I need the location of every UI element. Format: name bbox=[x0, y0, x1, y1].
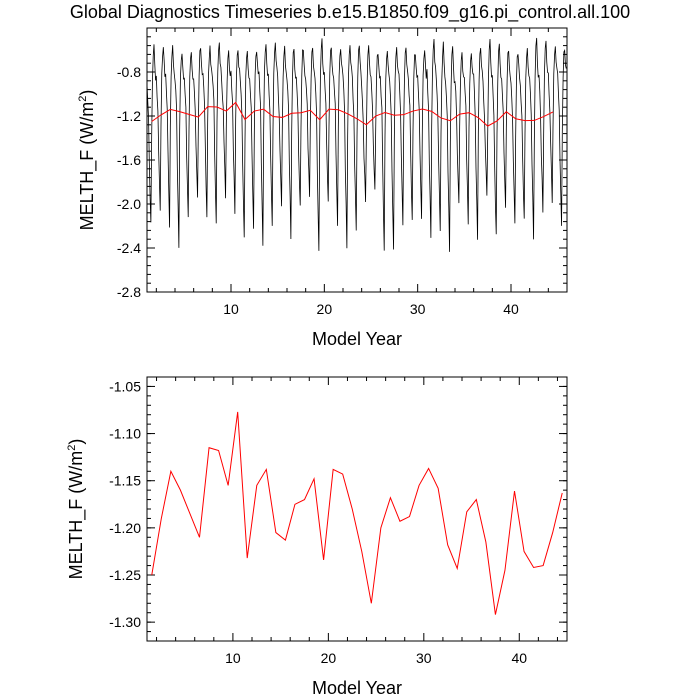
x-tick-label: 10 bbox=[223, 301, 239, 317]
bottom-major-ticks bbox=[147, 377, 567, 641]
top-y-axis-title-tail: ) bbox=[77, 90, 97, 96]
top-x-tick-labels: 10 20 30 40 bbox=[223, 301, 519, 317]
annual-mean-series-line bbox=[151, 101, 554, 127]
x-tick-label: 40 bbox=[511, 650, 527, 666]
x-tick-label: 30 bbox=[410, 301, 426, 317]
chart-title: Global Diagnostics Timeseries b.e15.B185… bbox=[70, 2, 630, 23]
y-tick-label: -1.05 bbox=[109, 378, 141, 394]
x-tick-label: 10 bbox=[225, 650, 241, 666]
bottom-plot-frame bbox=[146, 376, 568, 642]
y-tick-label: -2.4 bbox=[117, 240, 141, 256]
y-tick-label: -1.15 bbox=[109, 473, 141, 489]
bottom-y-tick-labels: -1.05 -1.10 -1.15 -1.20 -1.25 -1.30 bbox=[109, 378, 141, 630]
monthly-series-line bbox=[146, 37, 567, 252]
x-tick-label: 20 bbox=[317, 301, 333, 317]
y-tick-label: -1.2 bbox=[117, 108, 141, 124]
top-y-axis-title-sup: 2 bbox=[77, 96, 89, 102]
y-tick-label: -2.0 bbox=[117, 196, 141, 212]
y-tick-label: -1.20 bbox=[109, 520, 141, 536]
x-tick-label: 40 bbox=[503, 301, 519, 317]
bottom-x-tick-labels: 10 20 30 40 bbox=[225, 650, 527, 666]
top-panel: -0.8 -1.2 -1.6 -2.0 -2.4 -2.8 10 20 30 40 Model … bbox=[77, 27, 568, 349]
y-tick-label: -1.30 bbox=[109, 614, 141, 630]
top-y-tick-labels: -0.8 -1.2 -1.6 -2.0 -2.4 -2.8 bbox=[117, 64, 141, 300]
bottom-y-axis-title-sup: 2 bbox=[66, 445, 78, 451]
bottom-y-axis-title-tail: ) bbox=[66, 439, 86, 445]
bottom-minor-ticks bbox=[147, 376, 567, 642]
top-series-group bbox=[146, 37, 567, 252]
bottom-y-axis-title-main: MELTH_F (W/m bbox=[66, 451, 87, 580]
y-tick-label: -2.8 bbox=[117, 284, 141, 300]
top-y-axis-title-main: MELTH_F (W/m bbox=[77, 102, 98, 231]
y-tick-label: -0.8 bbox=[117, 64, 141, 80]
y-tick-label: -1.25 bbox=[109, 567, 141, 583]
top-y-axis-title: MELTH_F (W/m2) bbox=[77, 90, 98, 231]
bottom-x-axis-title: Model Year bbox=[312, 678, 402, 698]
bottom-y-axis-title: MELTH_F (W/m2) bbox=[66, 439, 87, 580]
x-tick-label: 20 bbox=[321, 650, 337, 666]
annual-mean-series-line bbox=[151, 411, 563, 615]
top-x-axis-title: Model Year bbox=[312, 329, 402, 349]
bottom-series-group bbox=[151, 411, 563, 615]
y-tick-label: -1.10 bbox=[109, 426, 141, 442]
x-tick-label: 30 bbox=[416, 650, 432, 666]
y-tick-label: -1.6 bbox=[117, 152, 141, 168]
bottom-panel: -1.05-1.10-1.15-1.20-1.25-1.30 10 20 30 40 … bbox=[66, 376, 568, 698]
